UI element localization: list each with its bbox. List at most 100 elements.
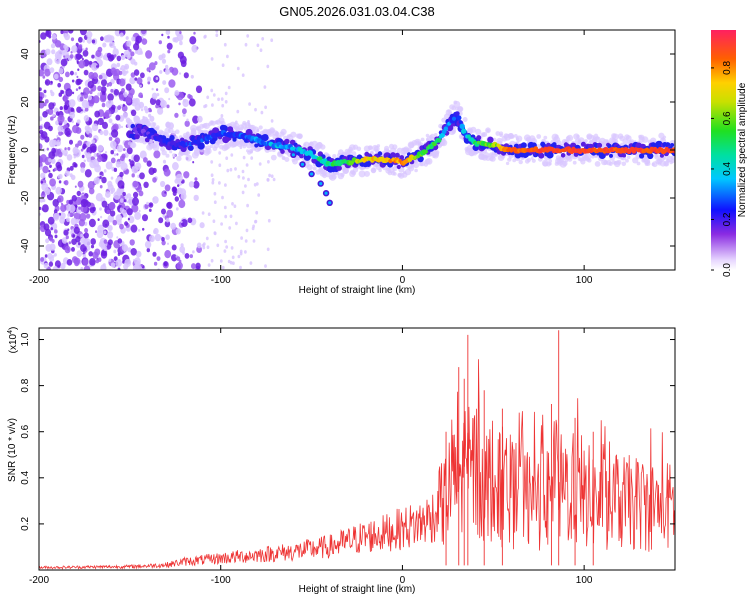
noise-speckle [82,253,87,259]
snr-y-label: SNR (10 * v/v) [7,418,18,482]
ridge-halo [175,129,180,134]
noise-speckle [190,74,194,79]
noise-speckle [89,143,97,152]
noise-speckle [80,244,87,253]
noise-speckle [48,158,52,163]
noise-speckle [44,68,51,77]
noise-speckle [87,181,95,190]
ridge-band [609,153,613,158]
noise-speckle [270,119,274,123]
noise-speckle [129,160,135,167]
snr-x-ticks: -200 -100 0 100 [29,328,593,586]
noise-speckle [53,167,57,172]
noise-speckle [108,202,116,211]
noise-speckle [245,163,249,167]
noise-speckle [164,184,171,192]
noise-speckle [164,191,167,194]
tail-point-core [291,153,295,157]
ridge-halo [425,158,433,165]
noise-speckle [212,93,216,97]
noise-speckle [84,228,89,233]
noise-speckle [128,215,135,224]
noise-speckle [145,50,153,59]
noise-speckle [124,258,132,268]
noise-speckle [113,153,117,157]
noise-speckle [184,120,190,127]
noise-speckle [119,198,124,203]
svg-text:(x104): (x104) [7,327,19,354]
noise-speckle [125,36,129,40]
noise-speckle [148,62,156,71]
noise-speckle [77,140,83,147]
noise-speckle [63,97,67,102]
noise-speckle [115,259,122,267]
noise-speckle [142,214,148,222]
x-tick-label: -100 [211,575,231,586]
x-tick-label: -100 [211,275,231,286]
noise-speckle [174,112,179,118]
ridge-halo [494,153,498,157]
noise-speckle [53,253,57,257]
ridge-band [607,143,612,149]
snr-y-scale-base: (x10 [8,333,19,353]
noise-speckle [221,63,225,67]
noise-speckle [117,105,122,111]
noise-speckle [220,97,224,101]
noise-speckle [176,256,181,261]
noise-speckle [173,36,179,43]
noise-speckle [99,185,103,189]
noise-speckle [125,70,129,74]
noise-speckle [101,79,107,87]
noise-speckle [172,162,179,171]
noise-speckle [167,49,171,54]
noise-speckle [229,167,233,172]
noise-speckle [71,79,75,83]
noise-speckle [51,113,56,118]
ridge-halo [209,144,214,148]
noise-speckle [66,217,70,223]
noise-speckle [221,103,225,108]
noise-speckle [230,153,234,157]
noise-speckle [49,178,56,187]
noise-speckle [224,91,228,96]
noise-speckle [132,180,139,188]
ridge-halo [594,161,601,167]
y-tick-label: 0.8 [20,378,31,392]
noise-speckle [66,154,73,161]
noise-speckle [122,70,127,76]
noise-speckle [53,212,60,221]
noise-speckle [44,94,47,98]
noise-speckle [105,191,111,198]
noise-speckle [82,143,87,149]
noise-speckle [81,94,84,97]
noise-speckle [122,112,128,119]
ridge-halo [332,154,337,159]
ridge-halo [499,131,504,136]
noise-speckle [111,129,119,138]
noise-speckle [144,203,149,209]
noise-speckle [39,125,43,130]
noise-speckle [247,177,250,182]
spectrogram-ridge-layer [126,100,675,206]
noise-speckle [242,176,245,180]
noise-speckle [156,88,159,91]
noise-speckle [108,81,113,87]
ridge-band [336,165,342,171]
noise-speckle [270,38,274,42]
noise-speckle [227,85,231,90]
noise-speckle [58,130,63,136]
noise-speckle [91,54,95,59]
noise-speckle [155,99,161,106]
noise-speckle [267,218,271,223]
noise-speckle [79,30,87,36]
ridge-halo [312,166,317,171]
noise-speckle [215,30,219,33]
y-tick-label: -20 [20,190,31,205]
noise-speckle [148,167,155,175]
noise-speckle [110,150,114,155]
noise-speckle [76,78,82,85]
ridge-halo [392,144,398,150]
noise-speckle [123,199,127,203]
noise-speckle [112,123,119,131]
ridge-halo [612,133,619,141]
